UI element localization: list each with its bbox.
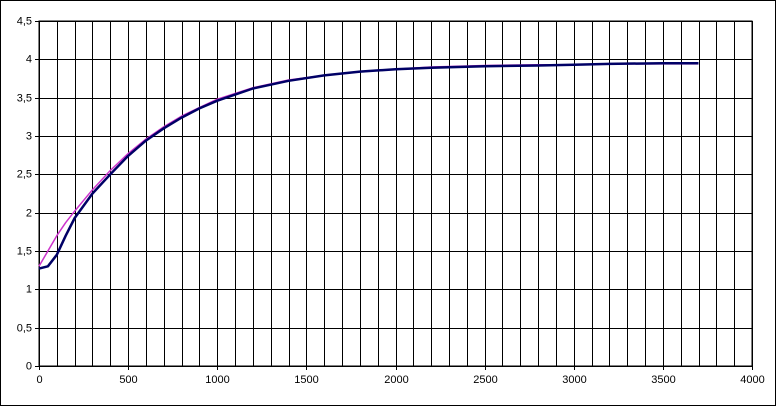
x-tick-label: 0 [36,374,42,386]
x-tick-label: 1500 [294,374,318,386]
y-tick-label: 3,5 [17,92,32,104]
y-tick-label: 2 [26,207,32,219]
y-tick-label: 0 [26,360,32,372]
x-tick-label: 3500 [651,374,675,386]
y-tick-label: 0,5 [17,322,32,334]
x-tick-label: 500 [119,374,137,386]
x-tick-label: 4000 [740,374,764,386]
y-tick-label: 1 [26,283,32,295]
x-tick-label: 1000 [205,374,229,386]
series-line [38,61,699,270]
x-tick-label: 2000 [384,374,408,386]
x-tick-label: 3000 [562,374,586,386]
plot-area [38,20,753,367]
x-tick-label: 2500 [473,374,497,386]
y-tick-label: 4,5 [17,15,32,27]
y-tick-label: 3 [26,130,32,142]
y-tick-label: 2,5 [17,168,32,180]
y-tick-label: 1,5 [17,245,32,257]
y-tick-label: 4 [26,53,32,65]
